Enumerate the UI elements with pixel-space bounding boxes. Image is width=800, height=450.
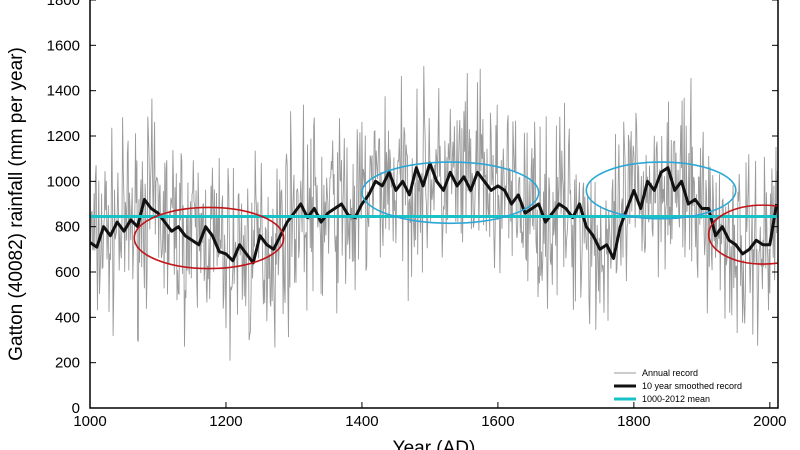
x-tick-label: 2000: [753, 413, 786, 430]
y-tick-label: 1600: [47, 37, 80, 54]
y-tick-label: 400: [55, 309, 80, 326]
annotation-ellipse-2: [361, 161, 540, 225]
annual-record-line: [90, 65, 778, 361]
legend-label: 1000-2012 mean: [642, 394, 710, 404]
x-tick-label: 1800: [617, 413, 650, 430]
y-tick-label: 1200: [47, 128, 80, 145]
plot-frame: [89, 0, 779, 409]
y-tick-label: 800: [55, 219, 80, 236]
y-tick-label: 600: [55, 264, 80, 281]
annotation-ellipse-4: [707, 204, 778, 265]
x-tick-label: 1400: [345, 413, 378, 430]
legend-label: Annual record: [642, 368, 698, 378]
x-axis-label: Year (AD): [393, 438, 476, 450]
x-axis-ticks: 1000 1200 1400 1600 1800 2000: [73, 402, 787, 430]
smoothed-record-series: [90, 161, 778, 265]
annual-record-series: [90, 65, 778, 361]
x-tick-label: 1200: [209, 413, 242, 430]
y-tick-label: 1400: [47, 83, 80, 100]
legend: Annual record 10 year smoothed record 1000…: [614, 368, 742, 404]
y-tick-label: 0: [72, 400, 80, 417]
x-tick-label: 1000: [73, 413, 106, 430]
annotation-ellipse-1: [133, 206, 285, 270]
plot-area: [90, 65, 778, 361]
y-tick-label: 1000: [47, 173, 80, 190]
smoothed-record-line: [90, 161, 778, 265]
y-tick-label: 1800: [47, 0, 80, 9]
y-axis-label: Gatton (40082) rainfall (mm per year): [6, 47, 27, 361]
y-tick-label: 200: [55, 355, 80, 372]
legend-label: 10 year smoothed record: [642, 381, 742, 391]
x-tick-label: 1600: [481, 413, 514, 430]
annotation-ellipses: [133, 161, 778, 270]
y-axis-ticks: 0 200 400 600 800 1000 1200 1400 1600 1800: [47, 0, 778, 417]
annotation-ellipse-3: [585, 161, 737, 220]
